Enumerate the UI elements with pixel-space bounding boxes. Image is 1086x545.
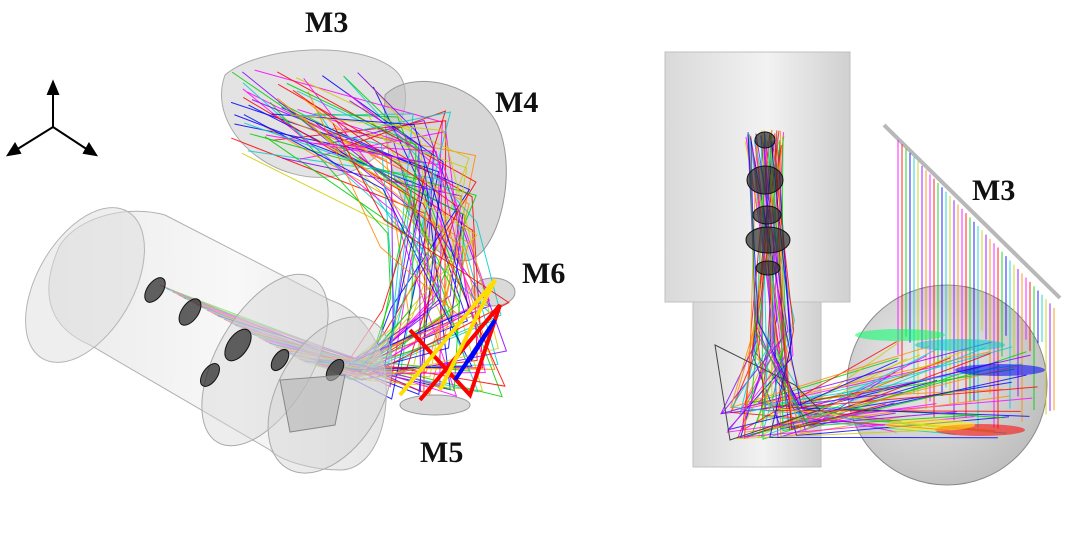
label-m6-left: M6: [522, 257, 565, 290]
lens-element: [200, 363, 220, 387]
ray-cluster: [955, 364, 1045, 376]
ray-path: [398, 278, 497, 397]
label-m4-left: M4: [495, 86, 538, 119]
left-cylinder-housing: [25, 207, 393, 474]
ray-cluster: [915, 339, 1005, 351]
label-m5-left: M5: [420, 436, 463, 469]
left-prism: [279, 374, 346, 433]
label-m3-right: M3: [972, 174, 1015, 207]
right-sphere-housing: [846, 284, 1048, 486]
lens-element: [755, 260, 781, 276]
ray-cluster: [855, 329, 945, 341]
lens-element: [754, 131, 776, 149]
lens-element: [746, 165, 784, 195]
ray-path: [747, 132, 898, 406]
left-view: M3 M4 M6 M5: [5, 6, 565, 474]
ray-path: [453, 318, 497, 382]
lens-element: [745, 226, 791, 254]
lens-element: [752, 205, 782, 225]
label-m3-left: M3: [305, 6, 348, 39]
m3-mirror-right: [882, 123, 1062, 300]
lens-element: [144, 277, 166, 303]
lens-element: [270, 348, 290, 372]
axis-triad-icon: [5, 79, 99, 157]
right-view: M3: [664, 51, 1062, 486]
lens-element: [224, 328, 252, 362]
lens-element: [178, 298, 202, 326]
ray-cluster: [885, 419, 975, 431]
ray-path: [774, 133, 886, 431]
prism-wedge: [714, 344, 821, 441]
left-lens-group: [144, 277, 345, 387]
m5-mirror: [399, 394, 471, 416]
right-lens-stack: [745, 131, 791, 276]
